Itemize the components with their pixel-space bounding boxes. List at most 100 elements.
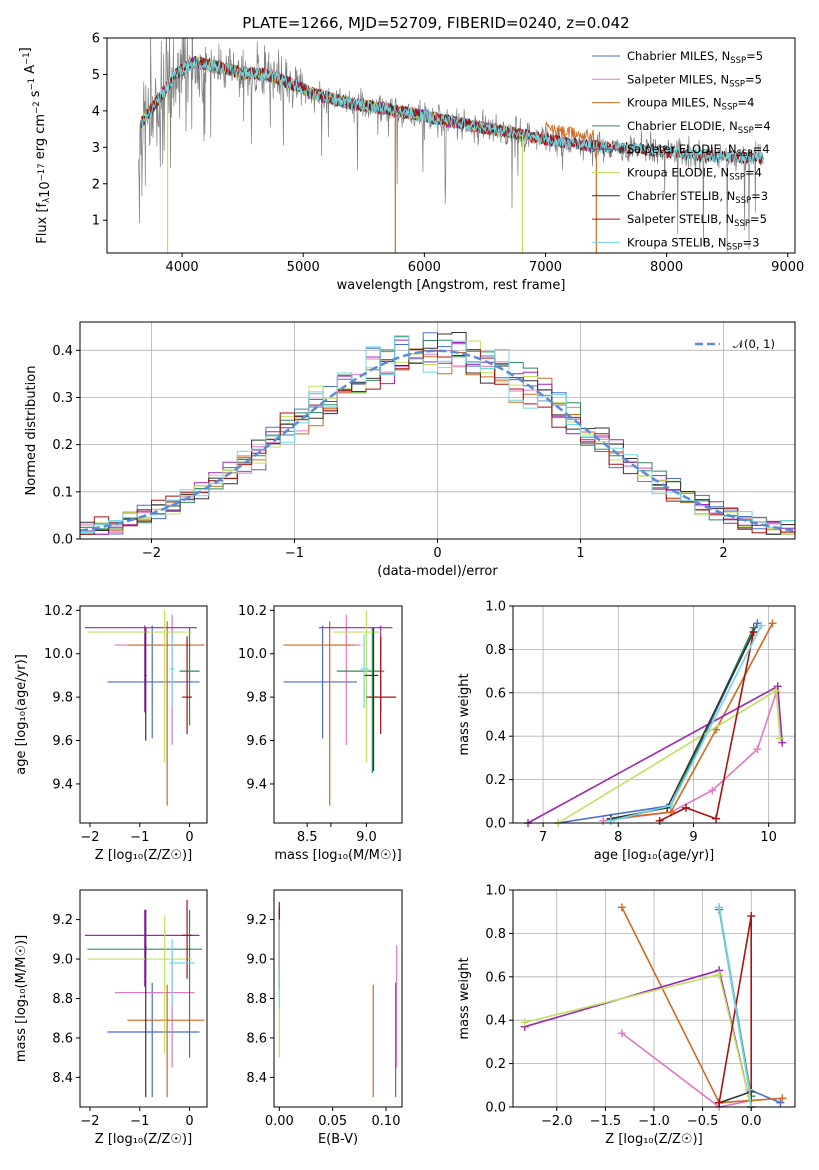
series-marker (715, 970, 724, 979)
y-tick-label: 0.3 (52, 391, 73, 406)
y-tick-label: 9.6 (246, 734, 267, 749)
panels: 4000 5000 6000 7000 8000 9000123456wavelength… (14, 32, 804, 1148)
series-line (621, 907, 783, 1104)
x-tick-label: −0.5 (687, 1114, 719, 1129)
legend-entry: Chabrier ELODIE, NSSP=4 (627, 119, 771, 136)
x-tick-label: 5000 (287, 260, 320, 275)
x-tick-label: 9000 (771, 260, 804, 275)
z-age-panel: −2 −1 0 9.4 9.6 9.8 10.0 10.2 Z [log₁₀(Z/Z☉)] age… (14, 604, 208, 863)
y-axis-label: mass weight (457, 673, 472, 755)
series-line (659, 631, 755, 822)
x-tick-label: 2 (719, 546, 727, 561)
y-tick-label: 10.0 (238, 647, 267, 662)
x-axis-label: Z [log₁₀(Z/Z☉)] (605, 1132, 702, 1147)
series-line (603, 692, 777, 822)
series-marker (617, 1029, 626, 1038)
legend-entry: Salpeter STELIB, NSSP=5 (627, 212, 767, 229)
y-tick-label: 6 (92, 32, 100, 47)
x-tick-label: 7000 (529, 260, 562, 275)
figure-title: PLATE=1266, MJD=52709, FIBERID=0240, z=0… (242, 14, 629, 32)
x-tick-label: 0.05 (318, 1114, 347, 1129)
y-tick-label: 9.2 (52, 913, 73, 928)
series-marker (599, 816, 608, 825)
z-mass-panel: −2 −1 0 8.4 8.6 8.8 9.0 9.2 Z [log₁₀(Z/Z☉)] mass … (14, 889, 208, 1147)
plot-frame (273, 605, 403, 824)
legend-entry: Chabrier STELIB, NSSP=3 (627, 189, 768, 206)
y-axis-label: age [log₁₀(age/yr)] (14, 654, 29, 775)
y-axis-label: Flux [fλ10−17 erg cm−2 s−1 A−1] (18, 47, 53, 243)
series-marker (772, 686, 781, 695)
x-tick-label: 8 (614, 830, 622, 845)
series-marker (757, 621, 766, 630)
series-line (527, 685, 783, 824)
legend-entry: Kroupa MILES, NSSP=4 (627, 96, 754, 113)
plot-frame (273, 889, 403, 1108)
legend-entry: Kroupa ELODIE, NSSP=4 (627, 166, 762, 183)
x-tick-label: 0 (185, 1114, 193, 1129)
y-tick-label: 5 (92, 68, 100, 83)
x-axis-label: E(B-V) (318, 1132, 358, 1147)
x-tick-label: 8000 (650, 260, 683, 275)
plot-frame (79, 889, 208, 1108)
y-tick-label: 0.2 (52, 438, 73, 453)
y-tick-label: 0.4 (485, 730, 506, 745)
y-tick-label: 9.4 (246, 777, 267, 792)
y-tick-label: 9.0 (246, 953, 267, 968)
y-tick-label: 0.2 (485, 773, 506, 788)
y-tick-label: 8.6 (52, 1031, 73, 1046)
residuals-panel: −2 −1 0 1 2 0.0 0.1 0.2 0.3 0.4 (data-model)/error… (24, 321, 796, 579)
series-marker (776, 1098, 785, 1107)
series-marker (655, 816, 664, 825)
ebv-mass-panel: 0.00 0.05 0.10 8.4 8.6 8.8 9.0 9.2 E(B-V) (246, 889, 403, 1147)
y-tick-label: 10.0 (44, 647, 73, 662)
y-tick-label: 0.1 (52, 485, 73, 500)
y-tick-label: 9.4 (52, 777, 73, 792)
x-axis-label: age [log₁₀(age/yr)] (594, 848, 715, 863)
x-tick-label: 0.0 (741, 1114, 762, 1129)
series-marker (745, 1085, 754, 1094)
series-line (524, 969, 752, 1108)
y-tick-label: 0.6 (485, 686, 506, 701)
legend-entry: Kroupa STELIB, NSSP=3 (627, 235, 759, 252)
x-tick-label: −2 (142, 546, 161, 561)
x-axis-label: wavelength [Angstrom, rest frame] (337, 278, 566, 293)
z-weight-panel: −2.0 −1.5 −1.0 −0.5 0.0 0.0 0.2 0.4 0.6 0.8 1.0 Z [… (457, 884, 796, 1147)
y-axis-label: mass [log₁₀(M/M☉)] (14, 935, 29, 1062)
y-tick-label: 10.2 (238, 604, 267, 619)
x-tick-label: −2 (80, 1114, 99, 1129)
series-marker (747, 912, 756, 921)
y-tick-label: 3 (92, 141, 100, 156)
y-tick-label: 1.0 (485, 600, 506, 615)
x-tick-label: 6000 (408, 260, 441, 275)
x-tick-label: 0 (185, 830, 193, 845)
x-tick-label: 4000 (166, 260, 199, 275)
x-tick-label: 0.10 (372, 1114, 401, 1129)
y-tick-label: 4 (92, 104, 100, 119)
series-line (610, 625, 762, 822)
y-tick-label: 9.6 (52, 734, 73, 749)
plot-frame (512, 605, 796, 824)
series-marker (778, 738, 787, 747)
series-marker (520, 1018, 529, 1027)
data-spectrum-line (138, 38, 764, 252)
y-tick-label: 0.4 (52, 344, 73, 359)
series-marker (775, 734, 784, 743)
y-tick-label: 0.2 (485, 1057, 506, 1072)
y-tick-label: 0.4 (485, 1014, 506, 1029)
y-tick-label: 2 (92, 177, 100, 192)
series-line (557, 623, 759, 824)
series-marker (712, 814, 721, 823)
series-line (621, 1032, 752, 1108)
mass-age-panel: 8.5 9.0 9.4 9.6 9.8 10.0 10.2 mass [log₁₀(M/M☉)… (238, 604, 403, 863)
x-tick-label: −2 (80, 830, 99, 845)
y-tick-label: 9.0 (52, 953, 73, 968)
legend-entry: Salpeter ELODIE, NSSP=4 (627, 142, 770, 159)
y-tick-label: 0.0 (485, 817, 506, 832)
y-tick-label: 0.6 (485, 970, 506, 985)
y-tick-label: 8.8 (52, 992, 73, 1007)
series-marker (708, 786, 717, 795)
series-line (718, 1091, 752, 1104)
x-axis-label: Z [log₁₀(Z/Z☉)] (95, 848, 192, 863)
series-marker (778, 1094, 787, 1103)
series-marker (715, 903, 724, 912)
